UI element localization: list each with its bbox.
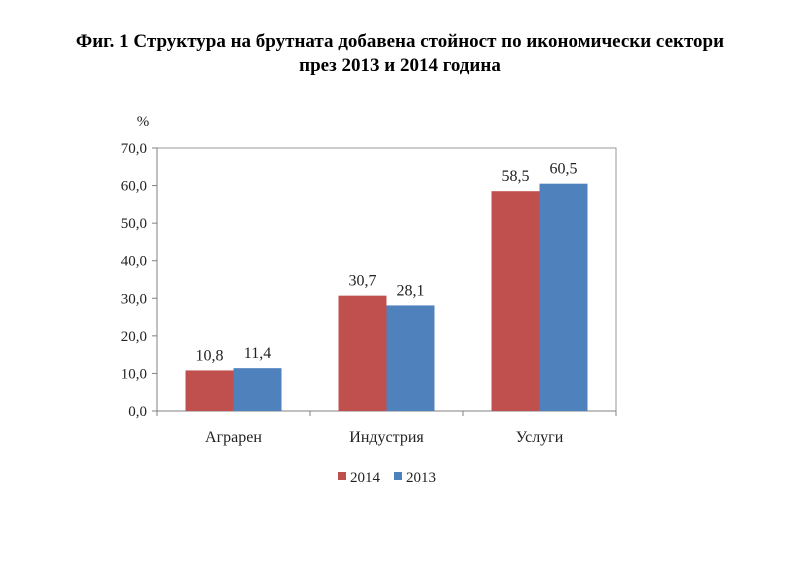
y-tick-label: 30,0: [121, 291, 147, 307]
y-axis-label: %: [137, 114, 150, 130]
bar-2013: [539, 183, 588, 411]
legend: 2014 2013: [338, 470, 436, 486]
y-tick-label: 0,0: [128, 404, 147, 420]
data-label: 11,4: [244, 345, 271, 362]
bar-2013: [233, 368, 282, 411]
x-tick-label: Услуги: [516, 429, 564, 446]
data-label: 28,1: [397, 282, 425, 299]
data-labels: 10,8 11,4 30,7 28,1 58,5 60,5: [196, 161, 578, 365]
legend-swatch-2014: [338, 472, 346, 480]
data-label: 58,5: [502, 168, 530, 185]
legend-label: 2014: [350, 470, 381, 486]
data-label: 30,7: [349, 273, 377, 290]
chart-title-line2: през 2013 и 2014 година: [299, 55, 501, 76]
x-axis-ticks: Аграрен Индустрия Услуги: [156, 411, 617, 446]
bar-2013: [386, 305, 435, 411]
chart-title: Фиг. 1 Структура на брутната добавена ст…: [0, 30, 800, 78]
bars: [185, 183, 588, 411]
data-label: 10,8: [196, 347, 224, 364]
y-tick-label: 70,0: [121, 141, 147, 157]
x-tick-label: Индустрия: [349, 429, 424, 446]
data-label: 60,5: [550, 161, 578, 178]
y-tick-label: 40,0: [121, 254, 147, 270]
y-axis-ticks: 0,0 10,0 20,0 30,0 40,0 50,0 60,0 70,0: [121, 141, 157, 420]
y-tick-label: 50,0: [121, 216, 147, 232]
legend-swatch-2013: [394, 472, 402, 480]
legend-label: 2013: [406, 470, 436, 486]
bar-2014: [491, 191, 540, 411]
y-tick-label: 10,0: [121, 366, 147, 382]
y-tick-label: 20,0: [121, 329, 147, 345]
bar-2014: [338, 295, 387, 411]
y-tick-label: 60,0: [121, 179, 147, 195]
chart-title-line1: Фиг. 1 Структура на брутната добавена ст…: [75, 31, 725, 52]
bar-2014: [185, 370, 234, 411]
x-tick-label: Аграрен: [205, 429, 262, 446]
